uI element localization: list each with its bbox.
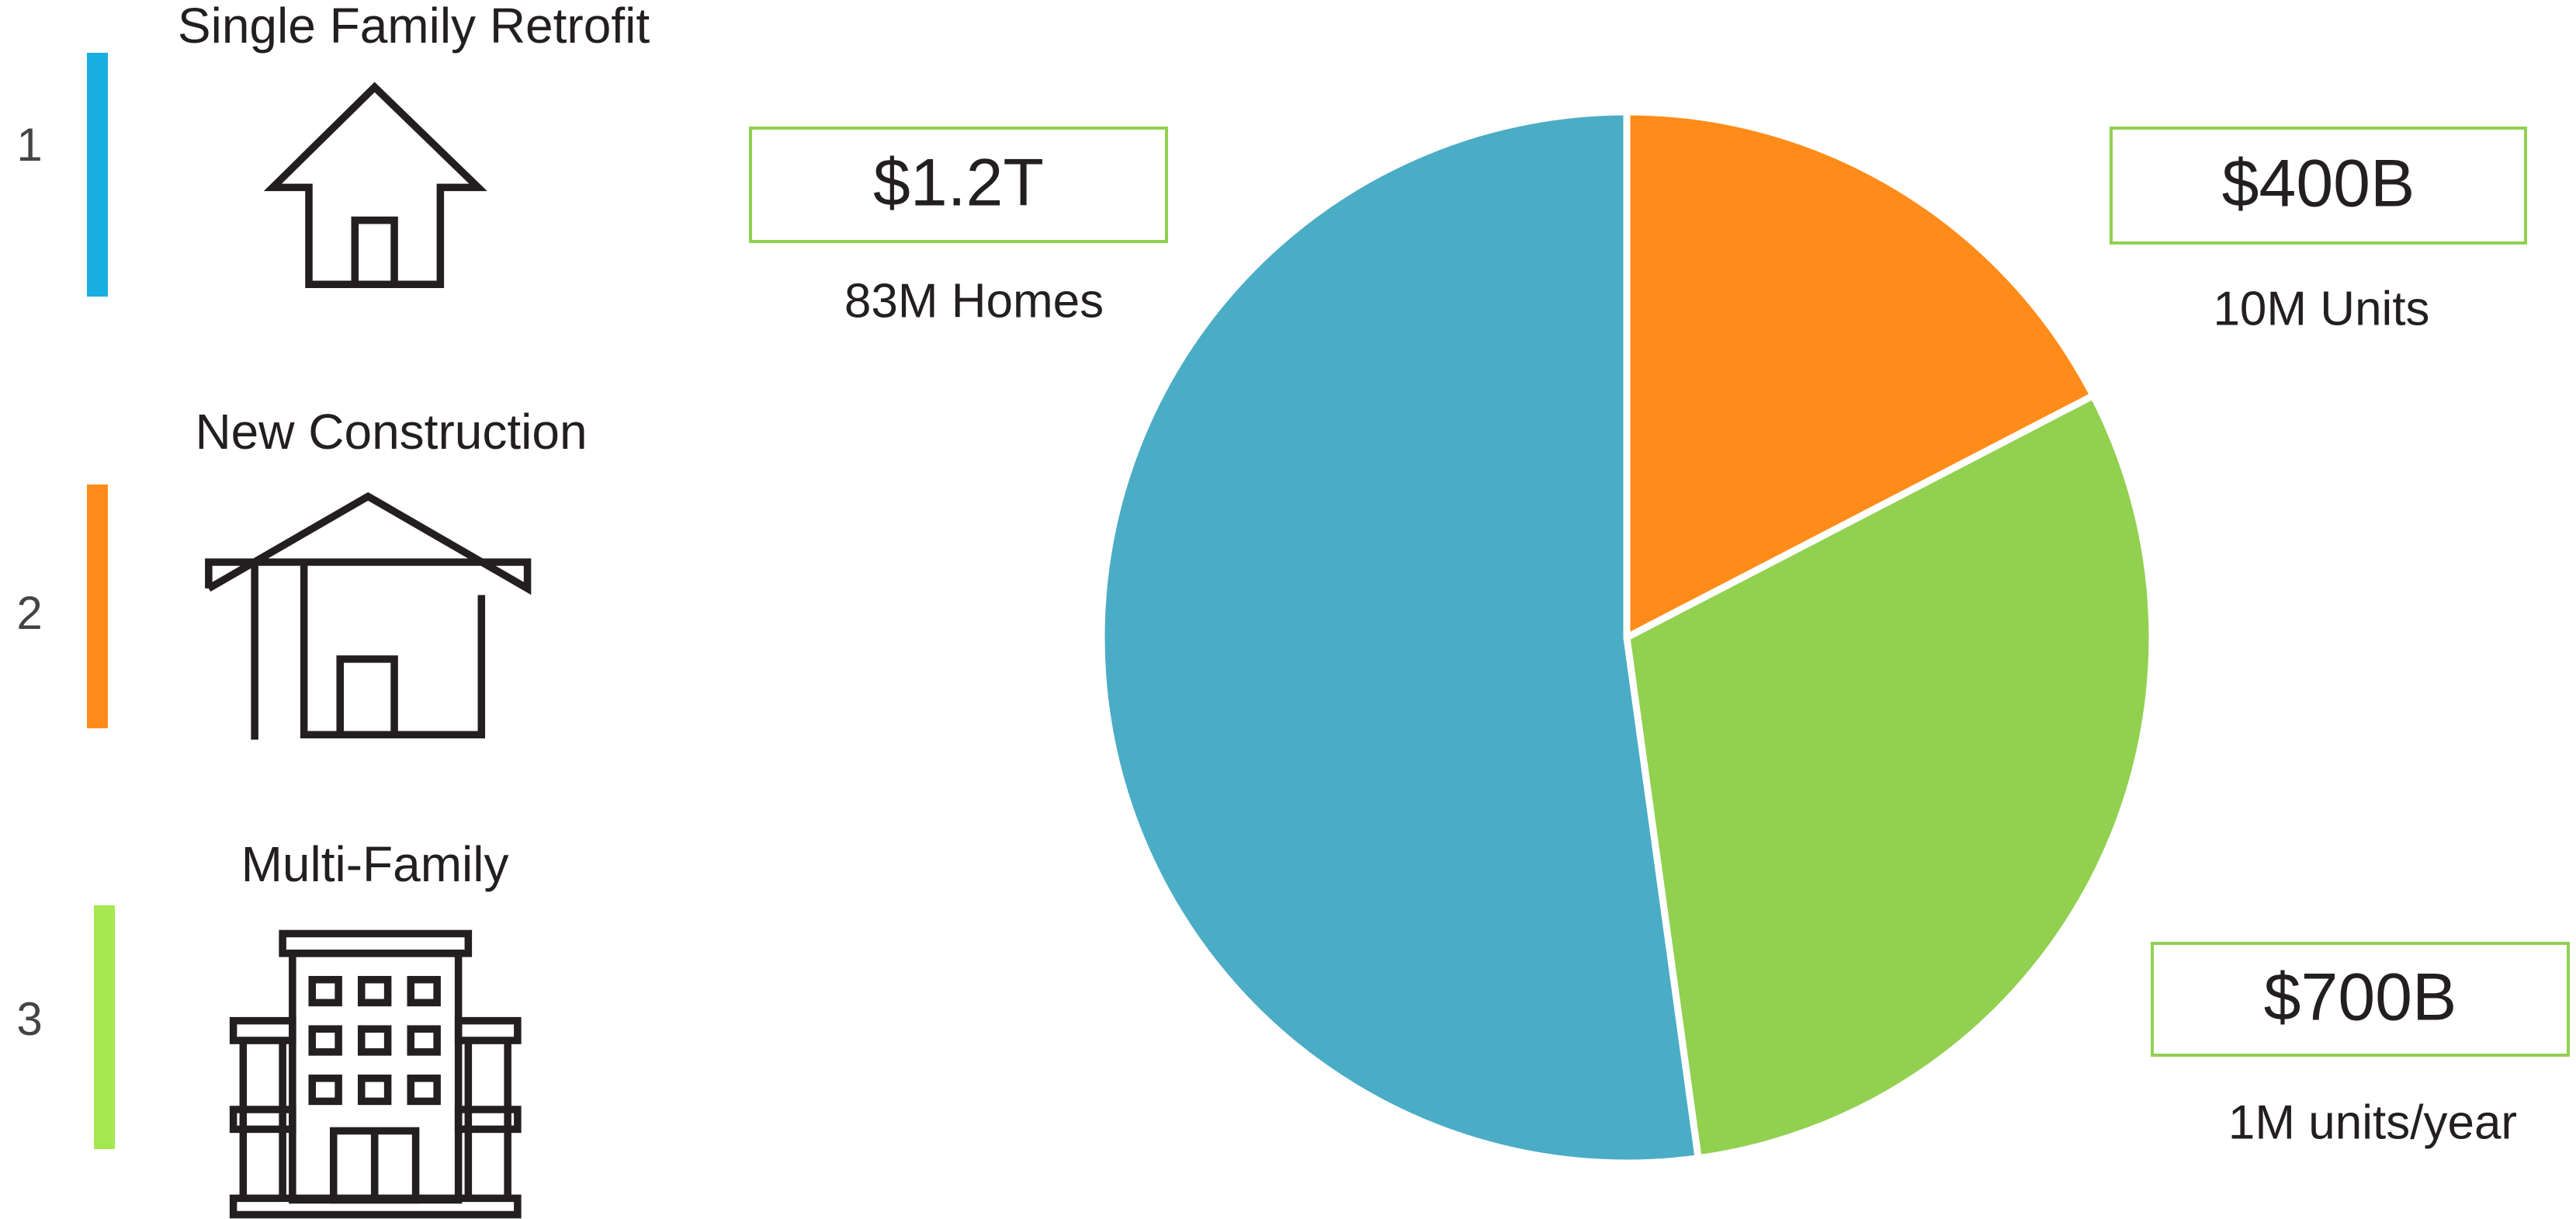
value-box [749,127,1168,243]
annotation: 1M units/year [2228,1096,2517,1149]
value-box [2110,127,2527,245]
annotation: 10M Units [2213,282,2429,335]
building-icon [229,929,522,1219]
icons [205,82,532,1219]
value-label: $700B [2264,960,2457,1035]
legend-number: 3 [16,993,42,1045]
legend-number: 2 [16,587,42,639]
legend-bar [94,905,115,1149]
value-label: $400B [2222,147,2415,221]
legend-bar [87,484,108,728]
pie-slice [1623,108,2097,641]
pie-slice [1097,108,1702,1167]
value-label: $1.2T [873,146,1044,221]
legend-bar [87,53,108,297]
value-box [2151,942,2570,1057]
construction-icon [205,491,532,740]
annotation: 83M Homes [844,274,1104,328]
legend-title: Multi-Family [241,836,509,892]
legend-title: Single Family Retrofit [178,0,650,54]
legend-number: 1 [16,119,42,171]
house-icon [263,82,487,289]
pie-slice [1623,392,2156,1162]
legend-title: New Construction [195,404,587,460]
